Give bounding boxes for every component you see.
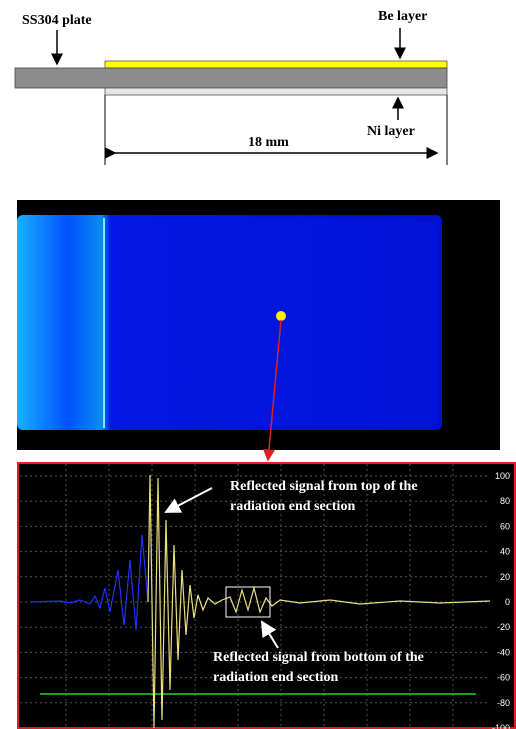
- length-label: 18 mm: [248, 135, 289, 150]
- plate: [15, 68, 447, 88]
- annotation: radiation end section: [230, 499, 355, 514]
- y-tick-label: -40: [497, 647, 510, 657]
- annotation: Reflected signal from bottom of the: [213, 650, 424, 665]
- annotation: Reflected signal from top of the: [230, 479, 418, 494]
- y-tick-label: -80: [497, 698, 510, 708]
- ni-layer: [105, 88, 447, 95]
- y-tick-label: -20: [497, 622, 510, 632]
- y-tick-label: 20: [500, 572, 510, 582]
- y-tick-label: 40: [500, 547, 510, 557]
- y-tick-label: 60: [500, 521, 510, 531]
- figure: SS304 plate Be layer Ni layer 18 mm Refl…: [0, 0, 516, 729]
- be-layer: [105, 61, 447, 68]
- ni-label: Ni layer: [367, 124, 415, 139]
- plate-label: SS304 plate: [22, 13, 92, 28]
- y-tick-label: -100: [492, 723, 510, 729]
- y-tick-label: 100: [495, 471, 510, 481]
- schematic: SS304 plate Be layer Ni layer 18 mm: [15, 9, 447, 165]
- be-label: Be layer: [378, 9, 427, 24]
- annotation: radiation end section: [213, 670, 338, 685]
- waveform-panel: Reflected signal from top of the radiati…: [18, 463, 515, 729]
- y-tick-label: -60: [497, 673, 510, 683]
- y-tick-label: 80: [500, 496, 510, 506]
- c-scan-image: [17, 200, 500, 450]
- y-tick-label: 0: [505, 597, 510, 607]
